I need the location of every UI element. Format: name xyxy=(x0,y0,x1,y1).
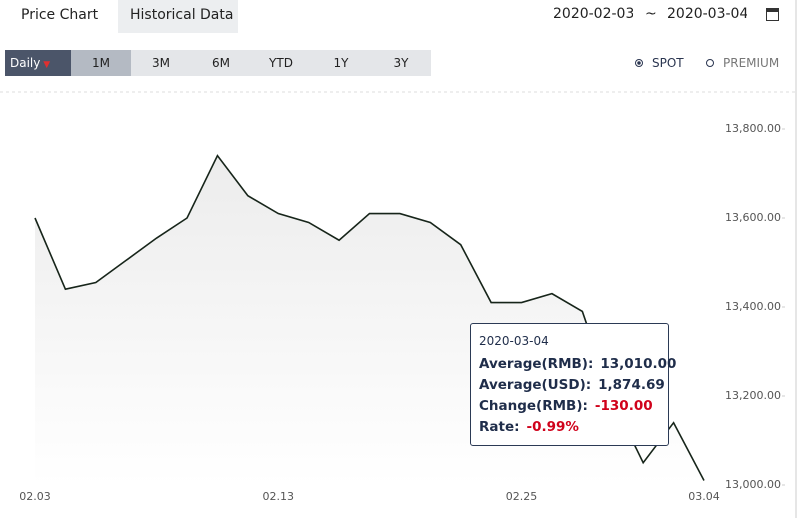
radio-label[interactable]: SPOT xyxy=(652,56,684,70)
y-tick-label: 13,400.00 xyxy=(725,300,781,313)
radio[interactable] xyxy=(706,59,714,67)
y-tick-label: 13,600.00 xyxy=(725,211,781,224)
tab[interactable]: Price Chart xyxy=(21,7,99,23)
period-button[interactable]: 3Y xyxy=(371,50,431,76)
tab[interactable]: Historical Data xyxy=(118,0,238,33)
y-tick-label: 13,200.00 xyxy=(725,389,781,402)
radio-selected[interactable] xyxy=(635,59,643,67)
start-date[interactable]: 2020-02-03 xyxy=(553,6,633,22)
tooltip-row: Average(USD): 1,874.69 xyxy=(479,375,665,396)
period-button[interactable]: 6M xyxy=(191,50,251,76)
x-tick-label: 03.04 xyxy=(688,490,720,503)
period-button[interactable]: 3M xyxy=(131,50,191,76)
tooltip-value: 1,874.69 xyxy=(598,377,665,393)
end-date[interactable]: 2020-03-04 xyxy=(667,6,747,22)
tooltip-row: Change(RMB): -130.00 xyxy=(479,396,660,417)
calendar-icon[interactable] xyxy=(766,8,779,21)
period-button[interactable]: 1Y xyxy=(311,50,371,76)
x-tick-label: 02.03 xyxy=(19,490,51,503)
tooltip-value: -130.00 xyxy=(594,398,653,414)
y-tick-label: 13,800.00 xyxy=(725,122,781,135)
date-separator: ~ xyxy=(645,6,657,22)
period-dropdown[interactable]: Daily ▼ xyxy=(5,50,71,76)
x-tick-label: 02.25 xyxy=(506,490,538,503)
tooltip: 2020-03-04 Average(RMB): 13,010.00 Average… xyxy=(470,323,676,446)
tooltip-date: 2020-03-04 xyxy=(479,334,549,348)
period-label: Daily xyxy=(10,56,41,70)
x-tick-label: 02.13 xyxy=(263,490,295,503)
period-button[interactable]: YTD xyxy=(251,50,311,76)
radio-label[interactable]: PREMIUM xyxy=(723,56,780,70)
tooltip-row: Rate: -0.99% xyxy=(479,417,660,438)
tooltip-value: 13,010.00 xyxy=(600,356,677,372)
tooltip-label: Average(RMB): xyxy=(479,356,594,372)
y-tick-label: 13,000.00 xyxy=(725,478,781,491)
tooltip-label: Rate: xyxy=(479,419,520,435)
tooltip-value: -0.99% xyxy=(526,419,579,435)
tooltip-label: Average(USD): xyxy=(479,377,592,393)
tooltip-row: Average(RMB): 13,010.00 xyxy=(479,354,676,375)
period-button[interactable]: 1M xyxy=(71,50,131,76)
tooltip-label: Change(RMB): xyxy=(479,398,588,414)
